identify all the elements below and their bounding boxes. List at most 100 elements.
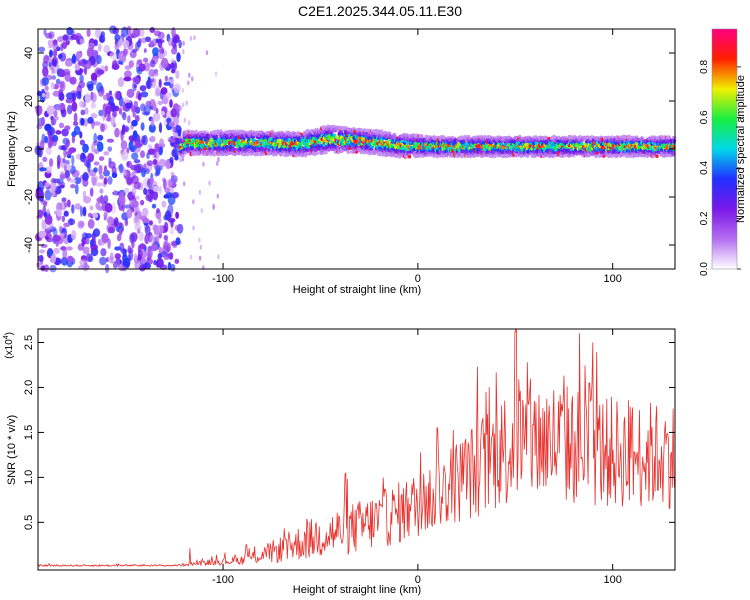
noise-cell [97, 196, 105, 204]
noise-cell [175, 104, 182, 112]
figure-title: C2E1.2025.344.05.11.E30 [298, 3, 462, 19]
noise-cell [139, 85, 147, 92]
signal-cell [333, 133, 336, 137]
noise-cell [50, 253, 57, 264]
noise-cell [35, 105, 43, 116]
noise-cell [182, 40, 185, 46]
noise-cell [191, 76, 194, 82]
noise-cell [107, 216, 114, 225]
noise-cell [93, 121, 101, 126]
noise-cell [141, 135, 146, 144]
noise-cell [51, 67, 55, 75]
noise-cell [152, 47, 160, 57]
noise-cell [44, 123, 52, 132]
noise-cell [77, 52, 82, 59]
noise-cell [90, 174, 99, 184]
noise-cell [67, 255, 74, 263]
noise-cell [189, 254, 193, 260]
noise-cell [142, 217, 150, 224]
noise-cell [176, 52, 181, 63]
noise-cell [60, 246, 67, 251]
noise-cell [79, 74, 84, 83]
noise-cell [48, 139, 54, 148]
noise-cell [108, 157, 112, 164]
noise-cell [144, 234, 150, 245]
noise-cell [89, 187, 94, 197]
noise-cell [216, 193, 219, 199]
noise-cell [114, 127, 120, 138]
noise-cell [44, 91, 50, 100]
noise-cell [46, 105, 55, 116]
noise-cell [141, 249, 148, 258]
noise-cell [163, 221, 169, 233]
noise-cell [156, 208, 160, 214]
signal-cell [315, 152, 320, 155]
noise-cell [168, 138, 176, 143]
signal-cell [182, 154, 185, 158]
noise-cell [80, 109, 86, 116]
noise-cell [200, 208, 203, 214]
noise-cell [56, 209, 62, 217]
noise-cell [127, 245, 132, 254]
noise-cell [112, 110, 117, 118]
noise-cell [75, 91, 82, 99]
noise-cell [37, 209, 44, 218]
noise-cell [179, 157, 182, 163]
noise-cell [147, 148, 156, 155]
noise-cell [109, 51, 118, 60]
noise-cell [130, 199, 135, 205]
noise-cell [139, 231, 144, 242]
signal-cell [194, 129, 198, 135]
noise-cell [86, 47, 93, 58]
noise-cell [82, 143, 89, 153]
noise-cell [79, 100, 84, 108]
noise-cell [170, 263, 176, 272]
noise-cell [132, 48, 138, 53]
noise-cell [150, 72, 159, 77]
noise-cell [37, 255, 44, 262]
noise-cell [70, 184, 76, 189]
noise-cell [56, 154, 61, 165]
noise-cell [49, 49, 53, 58]
noise-cell [163, 81, 171, 86]
noise-cell [122, 101, 126, 111]
noise-cell [71, 204, 75, 214]
noise-cell [51, 56, 59, 68]
noise-cell [124, 70, 132, 79]
noise-cell [167, 217, 176, 223]
noise-cell [53, 116, 59, 121]
noise-cell [92, 228, 101, 238]
noise-cell [163, 194, 170, 199]
noise-cell [133, 181, 141, 190]
noise-cell [205, 50, 209, 56]
noise-cell [115, 256, 121, 268]
noise-cell [158, 159, 167, 168]
noise-cell [102, 94, 107, 101]
noise-cell [99, 188, 104, 194]
noise-cell [133, 252, 138, 261]
noise-cell [122, 39, 130, 48]
noise-cell [42, 66, 49, 77]
noise-cell [214, 71, 218, 77]
noise-cell [74, 203, 82, 210]
signal-cell [297, 131, 301, 136]
signal-cell [324, 151, 328, 155]
noise-cell [71, 230, 77, 240]
noise-cell [173, 83, 181, 94]
noise-cell [58, 225, 63, 233]
noise-cell [44, 235, 49, 240]
noise-cell [149, 135, 156, 143]
noise-cell [49, 158, 54, 168]
noise-cell [159, 89, 164, 100]
noise-cell [87, 218, 95, 229]
noise-cell [124, 218, 129, 227]
noise-cell [147, 247, 153, 259]
noise-cell [40, 196, 45, 203]
noise-cell [84, 233, 93, 239]
noise-cell [171, 47, 178, 55]
noise-cell [65, 246, 73, 251]
noise-cell [172, 191, 180, 199]
noise-cell [44, 85, 49, 91]
noise-cell [100, 123, 105, 132]
noise-cell [138, 38, 142, 44]
